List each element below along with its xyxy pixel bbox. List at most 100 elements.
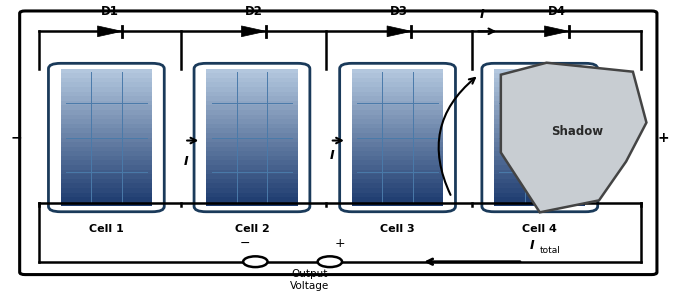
Bar xyxy=(494,101,585,105)
Bar xyxy=(61,137,152,142)
Bar xyxy=(206,124,298,128)
Bar xyxy=(61,160,152,165)
Bar xyxy=(352,197,443,202)
Bar xyxy=(206,142,298,147)
Bar xyxy=(61,165,152,170)
Bar xyxy=(352,96,443,101)
Polygon shape xyxy=(241,26,266,37)
Bar xyxy=(61,128,152,133)
Bar xyxy=(494,133,585,137)
Bar xyxy=(206,174,298,179)
Bar xyxy=(494,105,585,110)
Bar xyxy=(206,147,298,151)
Bar xyxy=(61,110,152,114)
FancyBboxPatch shape xyxy=(20,11,657,275)
Bar xyxy=(61,197,152,202)
Bar xyxy=(61,151,152,156)
Bar xyxy=(494,110,585,114)
Bar xyxy=(352,128,443,133)
Bar xyxy=(206,193,298,197)
Bar xyxy=(206,188,298,193)
Polygon shape xyxy=(387,26,411,37)
Bar xyxy=(352,202,443,206)
Bar xyxy=(494,142,585,147)
Bar xyxy=(61,87,152,92)
Bar xyxy=(61,96,152,101)
Bar xyxy=(352,119,443,124)
Bar xyxy=(352,179,443,183)
Text: Cell 1: Cell 1 xyxy=(89,224,124,234)
Polygon shape xyxy=(501,63,647,212)
Text: +: + xyxy=(335,237,345,250)
Text: D2: D2 xyxy=(245,5,262,18)
Text: +: + xyxy=(658,130,670,145)
Bar xyxy=(352,174,443,179)
Bar xyxy=(494,119,585,124)
Bar xyxy=(352,110,443,114)
Bar xyxy=(206,69,298,73)
Bar xyxy=(494,197,585,202)
Text: I: I xyxy=(530,239,534,252)
Bar xyxy=(206,87,298,92)
Text: I: I xyxy=(184,155,188,168)
Bar xyxy=(494,124,585,128)
Bar xyxy=(61,156,152,160)
Bar xyxy=(206,197,298,202)
Bar xyxy=(206,96,298,101)
Text: Cell 3: Cell 3 xyxy=(380,224,415,234)
Bar xyxy=(352,133,443,137)
Bar xyxy=(352,87,443,92)
Bar xyxy=(494,193,585,197)
Bar xyxy=(352,188,443,193)
Bar xyxy=(494,114,585,119)
Bar xyxy=(61,174,152,179)
Bar xyxy=(206,128,298,133)
Bar xyxy=(206,114,298,119)
Bar xyxy=(352,73,443,78)
Circle shape xyxy=(318,256,342,267)
Bar xyxy=(352,147,443,151)
Bar xyxy=(494,82,585,87)
Bar xyxy=(206,78,298,82)
Bar xyxy=(352,156,443,160)
Bar xyxy=(494,165,585,170)
Bar xyxy=(61,78,152,82)
Bar xyxy=(61,124,152,128)
Bar xyxy=(494,73,585,78)
Bar xyxy=(494,128,585,133)
Bar xyxy=(352,82,443,87)
Bar xyxy=(494,87,585,92)
Bar xyxy=(206,160,298,165)
Bar xyxy=(61,183,152,188)
Bar xyxy=(352,137,443,142)
Bar xyxy=(206,170,298,174)
Bar xyxy=(61,73,152,78)
Bar xyxy=(494,202,585,206)
Bar xyxy=(61,92,152,96)
Bar xyxy=(61,202,152,206)
Bar xyxy=(206,183,298,188)
Bar xyxy=(352,165,443,170)
Bar xyxy=(352,92,443,96)
Bar xyxy=(206,101,298,105)
Bar xyxy=(206,133,298,137)
Bar xyxy=(494,69,585,73)
Bar xyxy=(494,92,585,96)
Text: I: I xyxy=(330,149,334,162)
Bar xyxy=(61,170,152,174)
Bar xyxy=(352,142,443,147)
Text: −: − xyxy=(240,237,250,250)
Bar xyxy=(61,147,152,151)
Bar xyxy=(206,73,298,78)
Bar xyxy=(206,82,298,87)
Bar xyxy=(61,142,152,147)
Text: D1: D1 xyxy=(101,5,119,18)
Bar xyxy=(206,151,298,156)
Bar xyxy=(206,92,298,96)
Text: −: − xyxy=(10,130,22,145)
Text: D4: D4 xyxy=(547,5,566,18)
Bar xyxy=(494,183,585,188)
Bar xyxy=(206,202,298,206)
Bar xyxy=(352,160,443,165)
Bar xyxy=(61,69,152,73)
